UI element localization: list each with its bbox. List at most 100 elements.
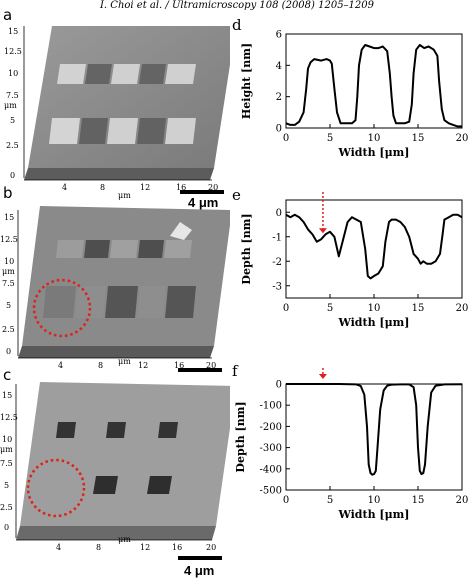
pad-dark <box>165 286 196 318</box>
y-tick-label: -200 <box>260 422 282 433</box>
depth-profile-chart: e 0 5 10 15 20 0 -1 -2 -3 Width [μm] Depth [nm] <box>232 186 469 329</box>
tick-label: 20 <box>206 361 216 370</box>
panel-d-label: d <box>232 16 242 34</box>
pad-dark <box>139 64 166 84</box>
tick-label: 5 <box>4 481 9 490</box>
x-axis-label: Width [μm] <box>337 316 409 329</box>
y-tick-label: -500 <box>260 486 282 497</box>
tick-label: 2.5 <box>2 325 15 334</box>
axis-unit: μm <box>0 445 13 454</box>
tick-label: 12.5 <box>0 413 18 422</box>
tick-label: 10 <box>8 69 18 78</box>
afm-surface-edge <box>16 526 216 540</box>
x-tick-label: 20 <box>456 303 469 314</box>
axis-unit: μm <box>118 357 131 366</box>
tick-label: 8 <box>98 361 103 370</box>
well <box>106 422 126 438</box>
pad-light <box>57 64 86 84</box>
x-tick-label: 20 <box>456 133 469 144</box>
y-tick-label: 0 <box>276 208 282 219</box>
tick-label: 16 <box>172 543 182 552</box>
plot-frame <box>285 199 463 299</box>
afm-surface <box>28 26 230 168</box>
tick-label: 15 <box>4 213 14 222</box>
scale-bar <box>178 556 222 560</box>
pad-light <box>75 286 106 318</box>
y-tick-label: -400 <box>260 464 282 475</box>
tick-label: 7.5 <box>2 279 15 288</box>
x-tick-label: 5 <box>327 303 333 314</box>
afm-x-ticks: 4 8 12 16 20 μm <box>62 183 218 200</box>
tick-label: 2.5 <box>0 503 13 512</box>
y-tick-label: 4 <box>276 61 282 72</box>
y-tick-label: -2 <box>272 257 282 268</box>
y-tick-label: -300 <box>260 443 282 454</box>
pad-dark <box>85 64 112 84</box>
afm-y-ticks: 0 2.5 5 7.5 10 12.5 15 μm <box>4 27 22 180</box>
pad-light <box>164 240 192 258</box>
y-axis-label: Depth [nm] <box>240 213 253 284</box>
x-tick-label: 5 <box>327 495 333 506</box>
y-axis-label: Depth [nm] <box>234 401 247 472</box>
panel-b-label: b <box>3 184 13 202</box>
pad-dark <box>79 118 108 144</box>
well <box>158 422 178 438</box>
tick-label: 7.5 <box>0 459 13 468</box>
tick-label: 12 <box>138 361 148 370</box>
pad-light <box>49 118 80 144</box>
x-tick-label: 20 <box>456 495 469 506</box>
y-tick-label: 0 <box>276 124 282 135</box>
marker-arrow-head <box>318 373 327 379</box>
panel-c-label: c <box>3 366 12 384</box>
tick-label: 10 <box>2 435 12 444</box>
pad-dark <box>84 240 110 258</box>
tick-label: 5 <box>10 116 15 125</box>
pad-dark <box>43 286 76 318</box>
scale-bar <box>180 190 224 194</box>
tick-label: 12 <box>140 543 150 552</box>
tick-label: 8 <box>100 183 105 192</box>
x-tick-label: 15 <box>412 133 425 144</box>
scale-bar-label: 4 μm <box>188 195 219 210</box>
axis-unit: μm <box>2 267 15 276</box>
tick-label: 16 <box>176 183 186 192</box>
afm-image-c: 0 2.5 5 7.5 10 12.5 15 μm 4 8 12 16 20 μ… <box>0 382 230 552</box>
profile-line <box>286 383 463 476</box>
tick-label: 2.5 <box>6 141 19 150</box>
x-tick-label: 10 <box>368 303 381 314</box>
pad-dark <box>138 240 164 258</box>
axis-unit: μm <box>118 191 131 200</box>
well <box>147 476 172 494</box>
afm-surface-edge <box>18 346 214 358</box>
axis-unit: μm <box>4 101 17 110</box>
y-tick-label: 2 <box>276 92 282 103</box>
afm-image-b: 0 2.5 5 7.5 10 12.5 15 μm 4 8 12 16 20 μ… <box>0 206 230 370</box>
afm-y-ticks: 0 2.5 5 7.5 10 12.5 15 μm <box>0 391 18 532</box>
pad-dark <box>105 286 138 318</box>
x-tick-label: 15 <box>412 303 425 314</box>
tick-label: 4 <box>58 361 63 370</box>
highlight-circle <box>26 458 86 518</box>
tick-label: 20 <box>208 183 218 192</box>
afm-x-ticks: 4 8 12 16 20 μm <box>56 535 216 552</box>
pad-light <box>107 118 138 144</box>
tick-label: 0 <box>4 523 9 532</box>
panel-f-label: f <box>232 362 239 380</box>
x-tick-label: 15 <box>412 495 425 506</box>
pad-light <box>137 286 166 318</box>
height-profile-chart: d 0 5 10 15 20 0 2 4 6 Width [μm] Height [nm] <box>232 16 469 159</box>
particle <box>170 222 192 240</box>
tick-label: 5 <box>6 301 11 310</box>
well <box>56 422 76 438</box>
afm-y-ticks: 0 2.5 5 7.5 10 12.5 15 μm <box>0 213 18 356</box>
tick-label: 20 <box>206 543 216 552</box>
panel-e-label: e <box>232 186 241 204</box>
profile-line <box>285 213 463 280</box>
tick-label: 12.5 <box>4 47 22 56</box>
y-tick-label: -100 <box>260 401 282 412</box>
deep-depth-profile-chart: f 0 5 10 15 20 0 -100 -200 -300 -400 -500 Width [μm]… <box>232 362 469 521</box>
panel-a-label: a <box>3 6 13 24</box>
x-tick-label: 0 <box>283 303 289 314</box>
well <box>93 476 118 494</box>
y-tick-label: 6 <box>276 30 282 41</box>
